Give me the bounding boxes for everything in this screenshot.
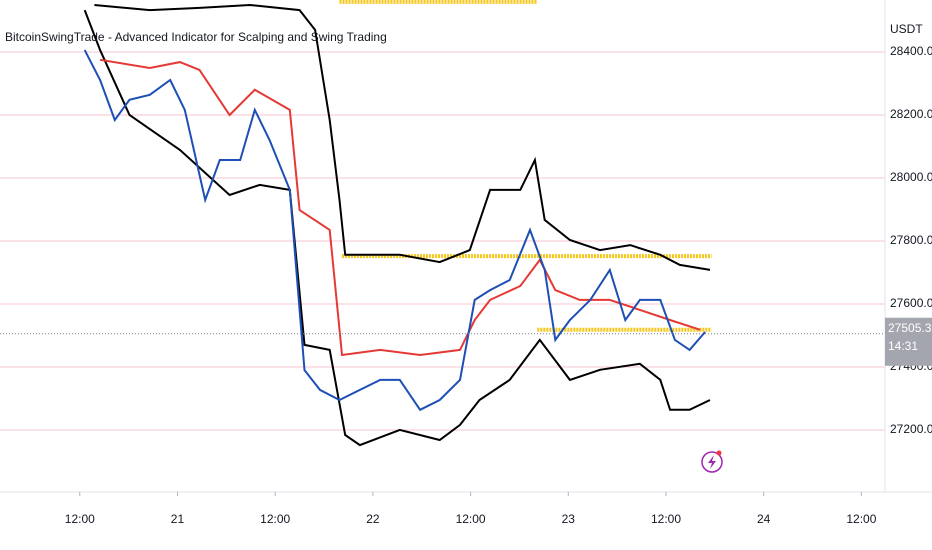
y-tick-label: 27800.00 [890, 233, 932, 247]
chart-title: BitcoinSwingTrade - Advanced Indicator f… [5, 30, 387, 44]
series-line [83, 49, 706, 412]
last-price-box [885, 317, 932, 366]
countdown-label: 14:31 [888, 339, 918, 353]
alert-icon [701, 450, 723, 473]
x-tick-label: 24 [757, 512, 771, 526]
y-axis-label: USDT [890, 22, 923, 36]
series-line [94, 3, 711, 271]
y-tick-label: 28200.00 [890, 107, 932, 121]
y-tick-label: 27600.00 [890, 296, 932, 310]
x-tick-label: 12:00 [456, 512, 486, 526]
x-tick-label: 12:00 [260, 512, 290, 526]
x-tick-label: 12:00 [846, 512, 876, 526]
series-line [83, 9, 711, 447]
y-tick-label: 28000.00 [890, 170, 932, 184]
x-tick-label: 22 [366, 512, 380, 526]
x-tick-label: 23 [562, 512, 576, 526]
y-tick-label: 28400.00 [890, 44, 932, 58]
plot-area [0, 0, 885, 447]
x-tick-label: 12:00 [65, 512, 95, 526]
y-tick-label: 27200.00 [890, 422, 932, 436]
x-tick-label: 12:00 [651, 512, 681, 526]
x-tick-label: 21 [171, 512, 185, 526]
last-price-label: 27505.39 [888, 321, 932, 335]
